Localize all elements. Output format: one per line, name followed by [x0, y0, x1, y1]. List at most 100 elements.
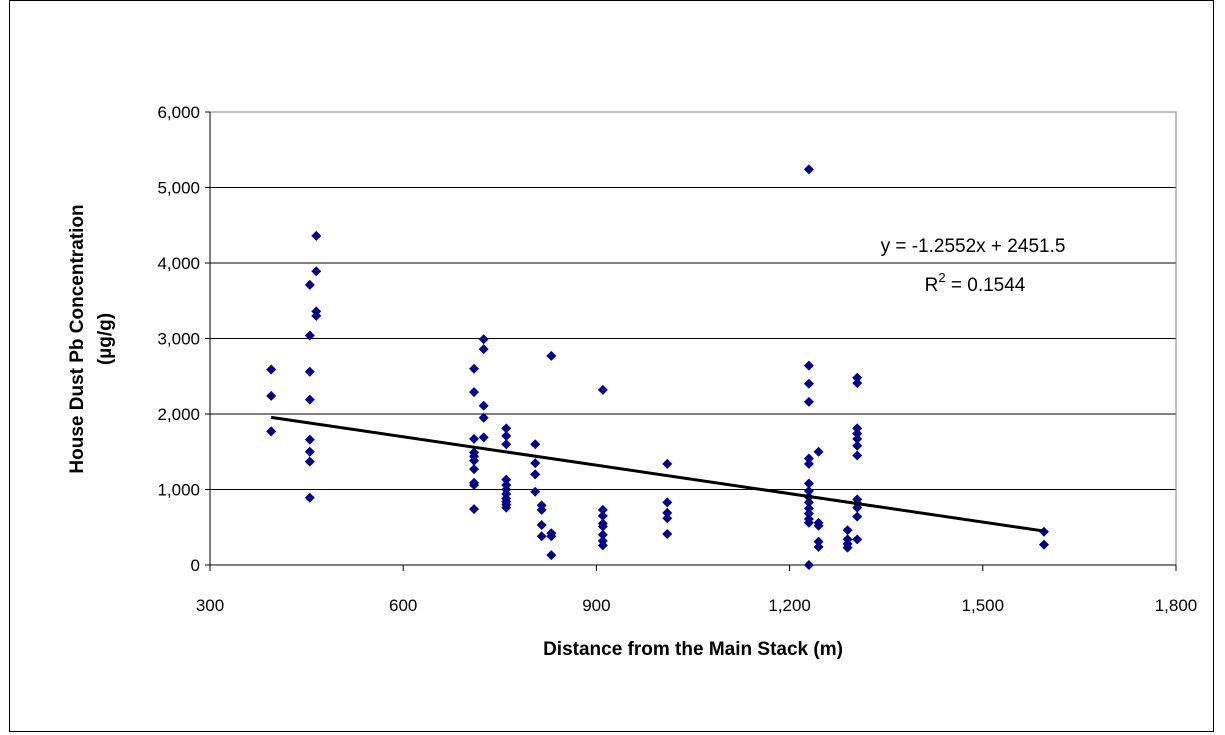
- x-axis: 300 600 900 1,200 1,500 1,800: [196, 564, 1198, 615]
- x-tick-label: 300: [196, 596, 224, 615]
- data-point: [852, 423, 863, 434]
- data-point: [803, 458, 814, 469]
- data-point: [803, 486, 814, 497]
- y-tick-label: 2,000: [157, 405, 200, 424]
- data-point: [536, 531, 547, 542]
- data-point: [530, 469, 541, 480]
- y-tick-label: 3,000: [157, 330, 200, 349]
- data-point: [813, 536, 824, 547]
- data-point: [803, 360, 814, 371]
- x-tick-label: 1,500: [962, 596, 1005, 615]
- x-tick-label: 1,800: [1155, 596, 1198, 615]
- data-point: [530, 458, 541, 469]
- data-point: [469, 433, 480, 444]
- data-point: [597, 540, 608, 551]
- data-point: [803, 453, 814, 464]
- data-point: [803, 503, 814, 514]
- data-point: [304, 434, 315, 445]
- data-point: [813, 446, 824, 457]
- data-point: [501, 423, 512, 434]
- data-point: [304, 456, 315, 467]
- data-point: [469, 363, 480, 374]
- data-point: [597, 384, 608, 395]
- data-point: [852, 450, 863, 461]
- data-point: [597, 529, 608, 540]
- data-point: [530, 439, 541, 450]
- data-point: [852, 428, 863, 439]
- trendline-equation: y = -1.2552x + 2451.5: [881, 236, 1066, 257]
- grid-lines: [210, 187, 1176, 490]
- data-point: [478, 432, 489, 443]
- r-squared-value: = 0.1544: [946, 275, 1026, 296]
- data-point: [304, 366, 315, 377]
- data-point: [469, 479, 480, 490]
- data-point: [597, 521, 608, 532]
- data-point: [852, 534, 863, 545]
- data-point: [546, 531, 557, 542]
- data-point: [803, 560, 814, 570]
- y-axis-title: House Dust Pb Concentration (µg/g): [67, 204, 116, 473]
- data-point: [501, 430, 512, 441]
- data-point: [266, 364, 277, 375]
- data-point: [478, 344, 489, 355]
- data-point: [501, 474, 512, 485]
- data-point: [842, 525, 853, 536]
- data-point: [266, 390, 277, 401]
- data-point: [469, 464, 480, 475]
- data-point: [530, 486, 541, 497]
- data-point: [536, 519, 547, 530]
- data-point: [803, 396, 814, 407]
- y-tick-label: 1,000: [157, 481, 200, 500]
- y-tick-label: 5,000: [157, 179, 200, 198]
- data-point: [803, 508, 814, 519]
- data-point: [803, 517, 814, 528]
- data-point: [469, 455, 480, 466]
- x-tick-label: 600: [389, 596, 417, 615]
- data-point: [304, 394, 315, 405]
- y-tick-label: 0: [191, 556, 200, 575]
- data-point: [813, 520, 824, 531]
- y-axis-title-line-2: (µg/g): [95, 313, 116, 365]
- data-point: [852, 433, 863, 444]
- x-tick-label: 900: [582, 596, 610, 615]
- data-point: [501, 502, 512, 513]
- data-point: [813, 541, 824, 552]
- data-point: [536, 504, 547, 515]
- r-squared-label: R2 = 0.1544: [925, 270, 1026, 296]
- data-point: [852, 440, 863, 451]
- data-point: [597, 504, 608, 515]
- trendline: [270, 415, 1045, 533]
- x-axis-title: Distance from the Main Stack (m): [543, 639, 843, 660]
- data-point: [546, 550, 557, 561]
- y-axis-title-line-1: House Dust Pb Concentration: [67, 204, 88, 473]
- y-axis: 0 1,000 2,000 3,000 4,000 5,000 6,000: [157, 103, 211, 575]
- data-point: [546, 350, 557, 361]
- y-tick-label: 4,000: [157, 254, 200, 273]
- data-point: [304, 279, 315, 290]
- data-points: [266, 164, 1049, 570]
- data-point: [478, 412, 489, 423]
- data-point: [662, 507, 673, 518]
- data-point: [469, 387, 480, 398]
- data-point: [662, 529, 673, 540]
- data-point: [803, 164, 814, 175]
- data-point: [842, 542, 853, 553]
- data-point: [304, 492, 315, 503]
- data-point: [803, 378, 814, 389]
- data-point: [478, 400, 489, 411]
- data-point: [662, 497, 673, 508]
- data-point: [852, 372, 863, 383]
- data-point: [852, 378, 863, 389]
- data-point: [304, 330, 315, 341]
- data-point: [501, 439, 512, 450]
- data-point: [311, 310, 322, 321]
- r-squared-superscript: 2: [938, 270, 945, 285]
- r-squared-prefix: R: [925, 275, 939, 296]
- data-point: [662, 458, 673, 469]
- data-point: [852, 511, 863, 522]
- data-point: [662, 513, 673, 524]
- data-point: [304, 446, 315, 457]
- y-tick-label: 6,000: [157, 103, 200, 122]
- data-point: [803, 478, 814, 489]
